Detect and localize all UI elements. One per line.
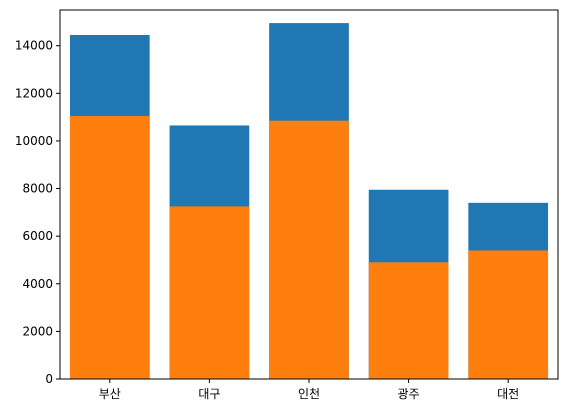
bar-series-2-2 [169, 206, 250, 379]
axes-layer: 0 2000 4000 6000 8000 10000 12000 14000 부산 대구 인천 광주… [15, 9, 559, 401]
x-tick-label: 광주 [398, 387, 420, 401]
y-tick-label: 6000 [22, 229, 53, 243]
x-tick-label: 인천 [298, 386, 320, 401]
y-tick-label: 12000 [15, 86, 53, 100]
y-tick-label: 2000 [22, 324, 53, 338]
y-tick-label: 0 [45, 372, 53, 386]
bar-series-2-4 [368, 262, 449, 379]
x-tick-label: 대전 [497, 387, 519, 401]
bars-layer [69, 23, 549, 380]
bar-series-2-3 [269, 120, 349, 379]
x-tick-label: 대구 [198, 387, 220, 401]
x-tick-label: 부산 [99, 387, 121, 401]
bar-series-2-5 [468, 250, 549, 379]
y-tick-label: 10000 [15, 134, 53, 148]
bar-series-2-1 [69, 115, 150, 379]
y-tick-label: 8000 [22, 182, 53, 196]
y-tick-label: 4000 [22, 277, 53, 291]
y-tick-label: 14000 [15, 39, 53, 53]
